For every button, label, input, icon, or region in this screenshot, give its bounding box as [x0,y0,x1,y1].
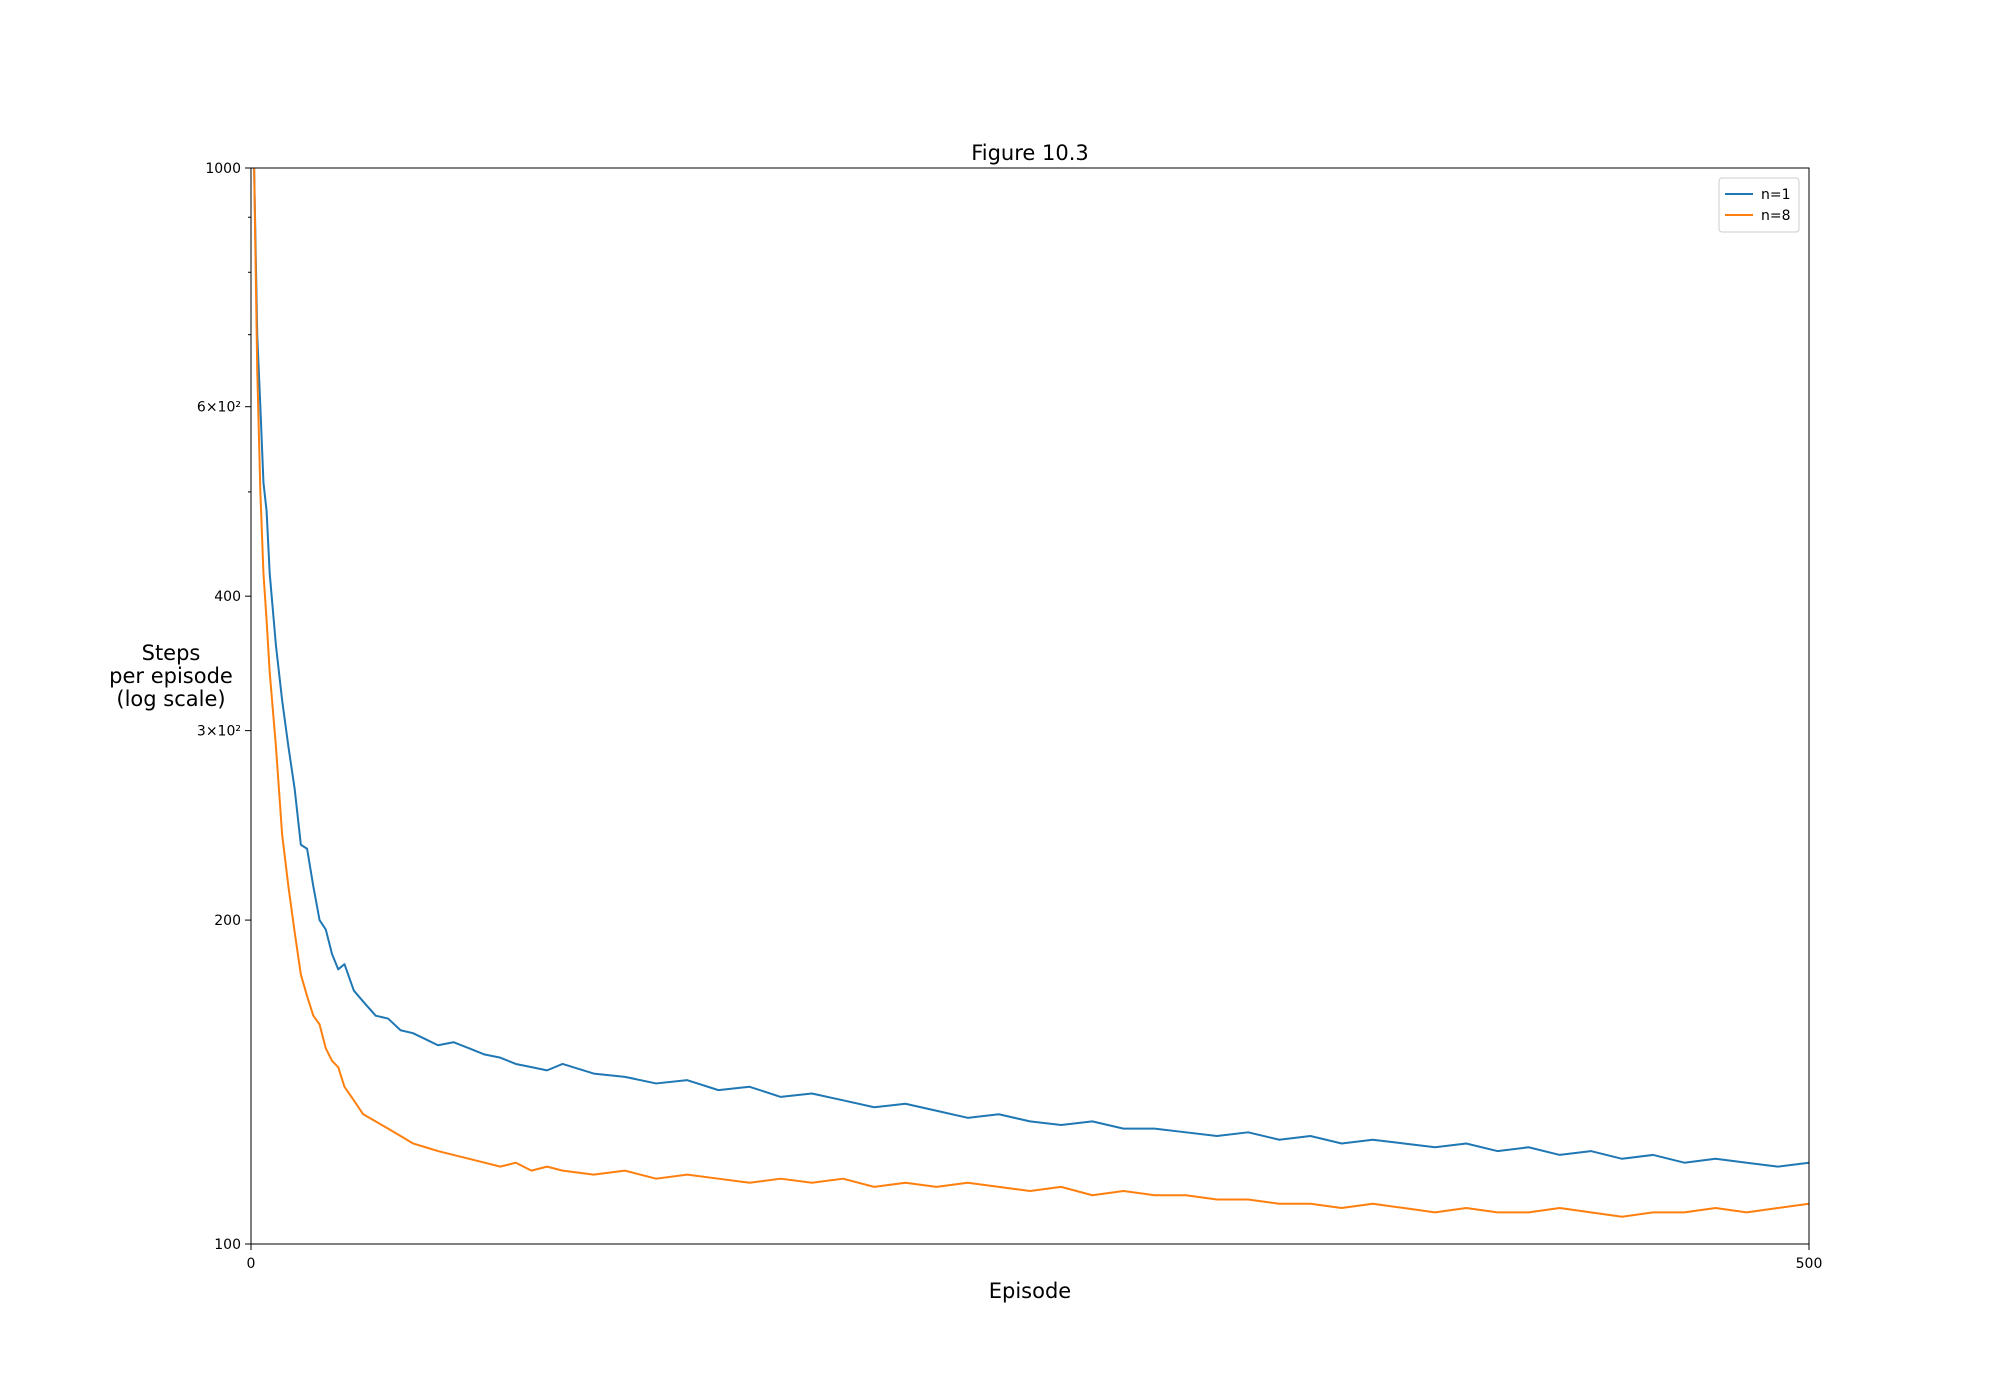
data-line [253,168,1809,1218]
axes-frame [250,167,1810,1245]
x-tick-label: 0 [247,1256,256,1272]
legend-label: n=1 [1761,187,1791,203]
legend-box [1718,177,1800,233]
x-axis-label: Episode [989,1279,1071,1303]
y-axis-label-line: (log scale) [116,687,225,711]
y-tick-label: 100 [214,1237,241,1253]
legend-label: n=8 [1761,208,1791,224]
legend: n=1n=8 [1718,177,1800,233]
y-tick-label: 200 [214,913,241,929]
chart-title: Figure 10.3 [971,141,1089,165]
y-tick-label: 3×10² [197,724,241,740]
data-line [253,168,1809,1168]
y-axis-label: Steps per episode (log scale) [109,641,233,711]
y-tick-label: 6×10² [197,400,241,416]
x-tick-label: 500 [1796,1256,1823,1272]
y-tick-label: 400 [214,589,241,605]
y-axis-label-line: Steps [142,641,201,665]
plot-area [253,168,1809,1218]
y-axis-label-line: per episode [109,664,233,688]
y-tick-label: 1000 [205,161,241,177]
